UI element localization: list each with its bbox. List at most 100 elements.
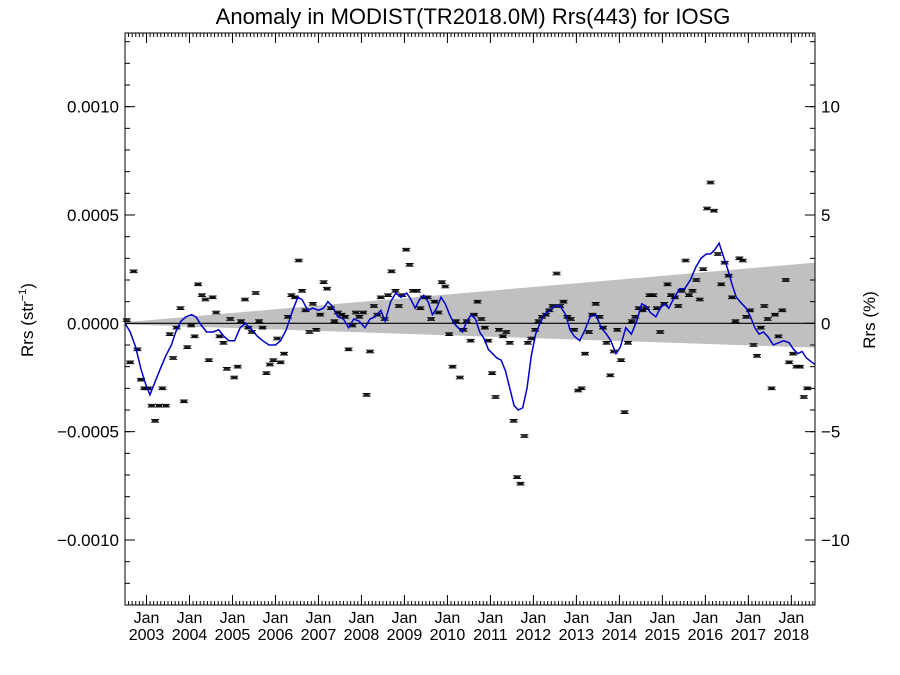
- right-tick-label: 0: [821, 314, 830, 333]
- data-point: [305, 330, 314, 334]
- data-point: [728, 295, 737, 300]
- data-point: [703, 206, 712, 211]
- data-point: [394, 304, 403, 308]
- left-tick-label: 0.0005: [67, 206, 119, 225]
- data-point: [294, 258, 303, 263]
- x-tick-month-label: Jan: [349, 610, 375, 627]
- left-y-axis-label-close: ): [18, 283, 37, 289]
- data-point: [201, 297, 210, 302]
- left-y-axis-label: Rrs (str−1): [17, 283, 37, 357]
- data-point: [355, 315, 364, 319]
- data-point: [154, 403, 163, 408]
- data-point: [713, 252, 722, 256]
- data-point: [341, 315, 350, 319]
- data-point: [566, 317, 575, 321]
- data-point: [584, 330, 593, 334]
- data-point: [230, 375, 239, 380]
- x-tick-month-label: Jan: [134, 610, 160, 627]
- data-point: [330, 319, 339, 323]
- x-tick-month-label: Jan: [478, 610, 504, 627]
- data-point: [799, 395, 808, 399]
- x-tick-month-label: Jan: [649, 610, 675, 627]
- data-point: [441, 284, 450, 289]
- data-point: [523, 341, 532, 345]
- x-tick-year-label: 2013: [559, 627, 595, 644]
- data-point: [219, 341, 228, 345]
- data-point: [706, 180, 715, 185]
- data-point: [785, 360, 794, 365]
- x-tick-year-label: 2018: [774, 627, 810, 644]
- data-point: [258, 325, 267, 330]
- data-point: [513, 475, 522, 479]
- data-point: [477, 317, 486, 321]
- data-point: [681, 258, 690, 263]
- x-tick-year-label: 2016: [688, 627, 724, 644]
- x-tick-month-label: Jan: [263, 610, 289, 627]
- data-point: [520, 434, 529, 438]
- x-tick-month-label: Jan: [564, 610, 590, 627]
- data-point: [709, 208, 718, 213]
- data-point: [316, 312, 325, 317]
- data-point: [749, 343, 758, 347]
- x-tick-year-label: 2006: [258, 627, 294, 644]
- data-point: [581, 351, 589, 356]
- data-point: [480, 325, 489, 330]
- data-point: [742, 315, 751, 319]
- data-point: [129, 269, 138, 274]
- x-tick-month-label: Jan: [606, 610, 632, 627]
- right-y-axis-label: Rrs (%): [860, 291, 879, 349]
- data-point: [505, 341, 514, 345]
- data-point: [613, 328, 622, 332]
- right-tick-label: −5: [821, 423, 840, 442]
- data-point: [692, 278, 701, 282]
- data-point: [344, 347, 353, 352]
- data-point: [559, 299, 568, 304]
- right-tick-label: −10: [821, 531, 850, 550]
- x-tick-year-label: 2017: [731, 627, 767, 644]
- x-axis: Jan2003Jan2004Jan2005Jan2006Jan2007Jan20…: [124, 33, 814, 644]
- data-point: [473, 299, 482, 304]
- left-tick-label: −0.0005: [57, 423, 119, 442]
- x-tick-month-label: Jan: [392, 610, 418, 627]
- plot-frame: [124, 32, 816, 606]
- x-tick-year-label: 2004: [172, 627, 208, 644]
- x-tick-year-label: 2010: [430, 627, 466, 644]
- data-point: [183, 345, 192, 349]
- data-point: [402, 247, 411, 252]
- data-point: [237, 319, 246, 323]
- x-tick-year-label: 2012: [516, 627, 552, 644]
- data-point: [455, 375, 464, 380]
- x-tick-year-label: 2007: [301, 627, 337, 644]
- data-point: [147, 403, 156, 408]
- data-point: [763, 317, 772, 321]
- data-point: [627, 319, 636, 323]
- x-tick-year-label: 2008: [344, 627, 380, 644]
- data-point: [663, 282, 672, 287]
- data-point: [552, 271, 561, 276]
- data-point: [445, 332, 454, 336]
- x-tick-month-label: Jan: [778, 610, 804, 627]
- left-tick-label: 0.0000: [67, 314, 119, 333]
- smoothed-series-line: [124, 241, 816, 411]
- data-point: [498, 334, 507, 339]
- data-point: [516, 481, 525, 486]
- data-point: [688, 289, 697, 293]
- data-point: [351, 310, 360, 315]
- data-point: [391, 289, 400, 293]
- data-point: [323, 286, 332, 291]
- data-point: [623, 341, 632, 345]
- data-point: [126, 360, 135, 365]
- data-point: [778, 308, 787, 313]
- chart-title: Anomaly in MODIST(TR2018.0M) Rrs(443) fo…: [216, 4, 731, 29]
- x-tick-year-label: 2015: [645, 627, 681, 644]
- data-point: [369, 304, 378, 308]
- x-tick-month-label: Jan: [220, 610, 246, 627]
- data-point: [767, 386, 776, 391]
- data-point: [308, 302, 317, 306]
- data-point: [427, 317, 436, 321]
- data-point: [695, 297, 704, 302]
- data-point: [176, 306, 185, 310]
- data-point: [756, 325, 765, 330]
- data-point: [165, 332, 174, 336]
- data-point: [161, 403, 170, 408]
